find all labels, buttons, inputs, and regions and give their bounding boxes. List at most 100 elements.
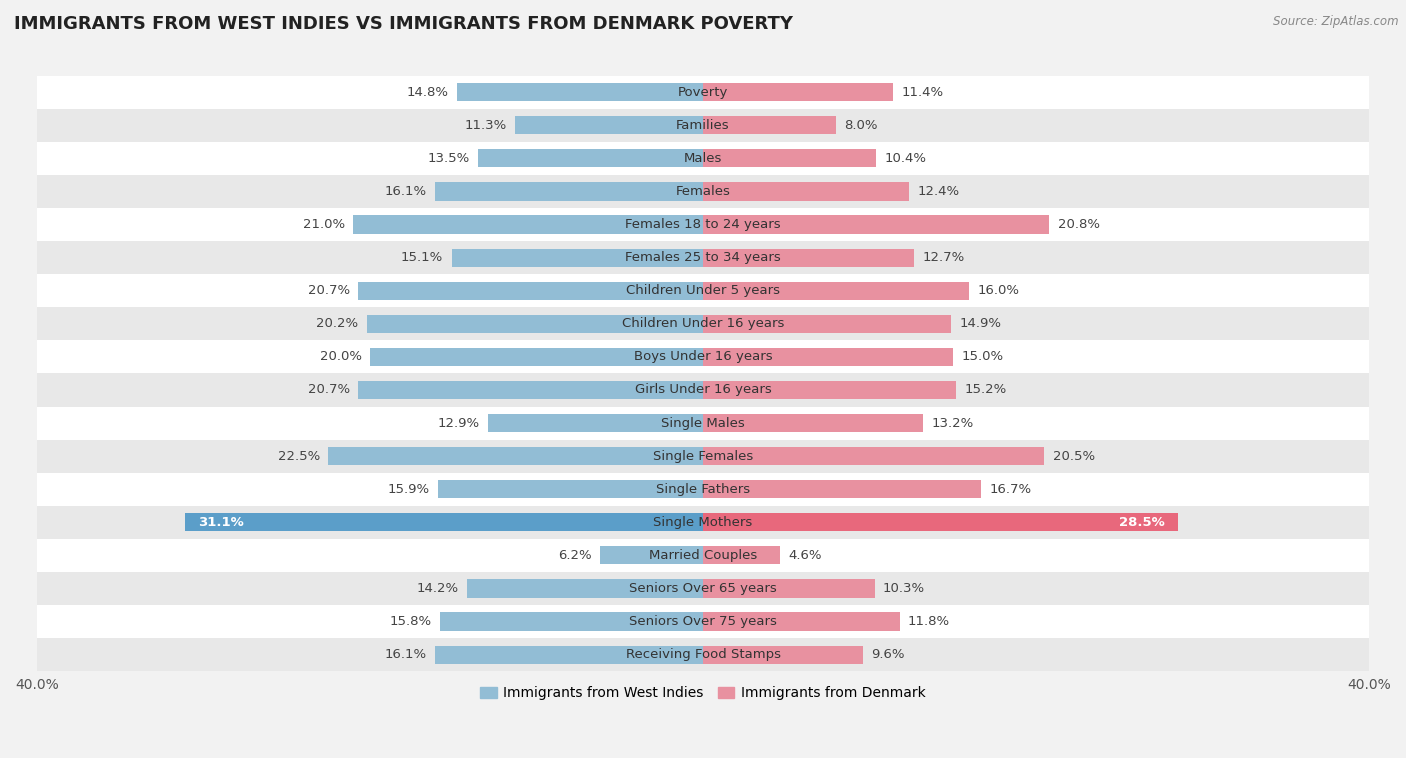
Bar bbox=[703, 646, 863, 664]
Bar bbox=[703, 414, 922, 432]
Text: Single Fathers: Single Fathers bbox=[657, 483, 749, 496]
Bar bbox=[37, 108, 1369, 142]
Bar bbox=[703, 547, 779, 565]
Text: 10.3%: 10.3% bbox=[883, 582, 925, 595]
Bar bbox=[703, 480, 981, 498]
Text: 16.0%: 16.0% bbox=[977, 284, 1019, 297]
Bar bbox=[37, 539, 1369, 572]
Bar bbox=[488, 414, 703, 432]
Bar bbox=[37, 605, 1369, 638]
Text: 15.0%: 15.0% bbox=[962, 350, 1004, 363]
Bar bbox=[37, 638, 1369, 671]
Text: Families: Families bbox=[676, 119, 730, 132]
Text: 8.0%: 8.0% bbox=[845, 119, 879, 132]
Bar bbox=[478, 149, 703, 168]
Text: 11.8%: 11.8% bbox=[908, 615, 950, 628]
Text: Single Males: Single Males bbox=[661, 417, 745, 430]
Bar bbox=[703, 513, 1178, 531]
Bar bbox=[703, 579, 875, 597]
Bar bbox=[703, 183, 910, 201]
Bar bbox=[451, 249, 703, 267]
Text: Children Under 16 years: Children Under 16 years bbox=[621, 318, 785, 330]
Text: Boys Under 16 years: Boys Under 16 years bbox=[634, 350, 772, 363]
Text: 13.2%: 13.2% bbox=[931, 417, 973, 430]
Text: Males: Males bbox=[683, 152, 723, 164]
Text: 20.7%: 20.7% bbox=[308, 384, 350, 396]
Bar bbox=[434, 183, 703, 201]
Bar bbox=[703, 282, 970, 300]
Text: 20.2%: 20.2% bbox=[316, 318, 359, 330]
Text: 15.9%: 15.9% bbox=[388, 483, 430, 496]
Text: 16.7%: 16.7% bbox=[990, 483, 1032, 496]
Bar bbox=[37, 142, 1369, 175]
Text: Source: ZipAtlas.com: Source: ZipAtlas.com bbox=[1274, 15, 1399, 28]
Bar bbox=[359, 381, 703, 399]
Bar bbox=[467, 579, 703, 597]
Bar bbox=[439, 480, 703, 498]
Text: 15.2%: 15.2% bbox=[965, 384, 1007, 396]
Bar bbox=[703, 149, 876, 168]
Bar bbox=[703, 447, 1045, 465]
Text: Seniors Over 75 years: Seniors Over 75 years bbox=[628, 615, 778, 628]
Bar bbox=[37, 175, 1369, 208]
Text: 13.5%: 13.5% bbox=[427, 152, 470, 164]
Text: 11.4%: 11.4% bbox=[901, 86, 943, 99]
Bar bbox=[703, 315, 950, 333]
Text: 22.5%: 22.5% bbox=[278, 449, 321, 462]
Bar bbox=[703, 348, 953, 366]
Bar bbox=[367, 315, 703, 333]
Text: 15.1%: 15.1% bbox=[401, 251, 443, 264]
Text: Females: Females bbox=[675, 185, 731, 198]
Bar bbox=[515, 116, 703, 134]
Text: 12.7%: 12.7% bbox=[922, 251, 965, 264]
Text: 20.7%: 20.7% bbox=[308, 284, 350, 297]
Bar bbox=[703, 249, 914, 267]
Bar bbox=[37, 406, 1369, 440]
Text: Single Females: Single Females bbox=[652, 449, 754, 462]
Bar bbox=[703, 116, 837, 134]
Text: Receiving Food Stamps: Receiving Food Stamps bbox=[626, 648, 780, 661]
Bar bbox=[359, 282, 703, 300]
Bar bbox=[186, 513, 703, 531]
Text: 20.0%: 20.0% bbox=[319, 350, 361, 363]
Bar bbox=[37, 340, 1369, 374]
Bar bbox=[37, 307, 1369, 340]
Legend: Immigrants from West Indies, Immigrants from Denmark: Immigrants from West Indies, Immigrants … bbox=[474, 681, 932, 706]
Bar bbox=[703, 83, 893, 102]
Text: 9.6%: 9.6% bbox=[872, 648, 904, 661]
Bar bbox=[440, 612, 703, 631]
Bar bbox=[329, 447, 703, 465]
Text: 12.4%: 12.4% bbox=[918, 185, 960, 198]
Text: 21.0%: 21.0% bbox=[302, 218, 344, 231]
Bar bbox=[703, 381, 956, 399]
Text: 31.1%: 31.1% bbox=[198, 515, 245, 529]
Text: 14.9%: 14.9% bbox=[959, 318, 1001, 330]
Bar bbox=[353, 215, 703, 233]
Text: Married Couples: Married Couples bbox=[650, 549, 756, 562]
Bar bbox=[457, 83, 703, 102]
Text: IMMIGRANTS FROM WEST INDIES VS IMMIGRANTS FROM DENMARK POVERTY: IMMIGRANTS FROM WEST INDIES VS IMMIGRANT… bbox=[14, 15, 793, 33]
Text: 16.1%: 16.1% bbox=[384, 648, 426, 661]
Bar bbox=[703, 215, 1049, 233]
Text: 14.2%: 14.2% bbox=[416, 582, 458, 595]
Text: 20.8%: 20.8% bbox=[1057, 218, 1099, 231]
Text: 11.3%: 11.3% bbox=[464, 119, 506, 132]
Text: Females 18 to 24 years: Females 18 to 24 years bbox=[626, 218, 780, 231]
Text: Single Mothers: Single Mothers bbox=[654, 515, 752, 529]
Text: Poverty: Poverty bbox=[678, 86, 728, 99]
Bar bbox=[37, 473, 1369, 506]
Bar bbox=[37, 572, 1369, 605]
Text: Females 25 to 34 years: Females 25 to 34 years bbox=[626, 251, 780, 264]
Bar bbox=[600, 547, 703, 565]
Bar bbox=[37, 440, 1369, 473]
Text: 12.9%: 12.9% bbox=[437, 417, 479, 430]
Text: Children Under 5 years: Children Under 5 years bbox=[626, 284, 780, 297]
Text: 20.5%: 20.5% bbox=[1053, 449, 1095, 462]
Bar bbox=[37, 76, 1369, 108]
Bar bbox=[37, 374, 1369, 406]
Bar bbox=[37, 506, 1369, 539]
Bar bbox=[434, 646, 703, 664]
Text: 4.6%: 4.6% bbox=[787, 549, 821, 562]
Bar bbox=[370, 348, 703, 366]
Bar bbox=[703, 612, 900, 631]
